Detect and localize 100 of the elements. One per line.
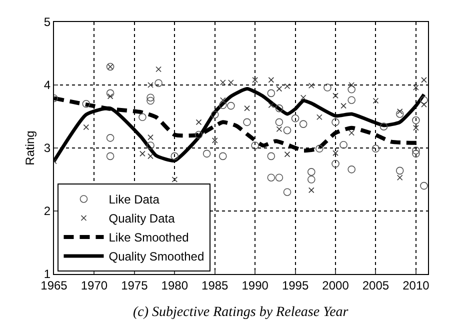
point [268, 77, 274, 83]
x-tick-label: 1985 [202, 278, 229, 292]
point [146, 142, 154, 150]
point [396, 174, 403, 181]
point [107, 93, 114, 100]
point [82, 100, 90, 108]
point [332, 160, 340, 168]
point [268, 102, 274, 108]
point [212, 138, 218, 144]
legend-label: Quality Data [108, 212, 176, 226]
y-tick-label: 3 [44, 141, 51, 156]
point [83, 124, 90, 130]
point [413, 124, 419, 131]
point [156, 66, 162, 72]
point [194, 130, 203, 139]
point [138, 113, 146, 122]
x-tick-label: 1990 [242, 278, 269, 292]
point [420, 182, 428, 190]
point [220, 97, 226, 104]
point [372, 144, 380, 153]
point [348, 86, 356, 94]
point [348, 82, 354, 88]
point [154, 79, 162, 88]
point [140, 150, 146, 157]
point [380, 122, 388, 130]
legend-label: Like Data [108, 192, 160, 207]
point [243, 118, 251, 126]
point [172, 176, 178, 182]
legend-label: Like Smoothed [108, 230, 189, 245]
point [106, 152, 114, 160]
point [316, 114, 322, 120]
point [251, 142, 259, 150]
point [267, 174, 276, 182]
point [283, 126, 292, 134]
point [148, 153, 154, 160]
point [219, 101, 227, 110]
text: (c) Subjective Ratings by Release Year [133, 305, 349, 320]
point [148, 82, 154, 88]
point [372, 98, 379, 104]
point [396, 108, 403, 114]
point [340, 140, 348, 149]
x-tick-label: 1995 [282, 278, 309, 292]
y-tick-label: 5 [44, 15, 51, 30]
point [291, 114, 300, 122]
point [396, 110, 404, 118]
point [170, 152, 179, 160]
point [299, 120, 308, 128]
y-tick-label: 4 [44, 78, 51, 92]
point [284, 151, 290, 158]
point [106, 89, 114, 98]
point [275, 174, 284, 182]
point [284, 83, 290, 90]
point [220, 80, 226, 86]
point [275, 118, 284, 126]
point [420, 96, 428, 104]
point [332, 150, 338, 156]
point [219, 152, 227, 160]
point [252, 77, 258, 83]
x-tick-label: 2005 [362, 278, 390, 292]
point [332, 118, 340, 126]
point [148, 134, 154, 140]
point [307, 168, 316, 176]
point [421, 77, 427, 83]
x-tick-label: 1975 [121, 278, 148, 292]
point [244, 105, 250, 112]
point [308, 187, 314, 194]
point [210, 110, 219, 119]
point [421, 102, 427, 108]
point [106, 134, 114, 142]
point [307, 176, 316, 184]
point [412, 146, 420, 154]
x-tick-label: 1970 [80, 278, 108, 292]
point [227, 102, 235, 110]
point [412, 150, 420, 158]
point [202, 150, 211, 158]
point [146, 96, 154, 105]
point [348, 166, 356, 174]
y-tick-label: 2 [44, 204, 51, 218]
point [276, 126, 282, 132]
point [396, 166, 404, 175]
point [267, 152, 276, 160]
point [316, 144, 324, 153]
y-axis-title: Rating [23, 130, 38, 166]
legend-label: Quality Smoothed [108, 250, 204, 264]
point [348, 130, 354, 136]
point [283, 188, 292, 196]
point [146, 94, 154, 102]
point [228, 80, 234, 86]
point [308, 82, 314, 89]
x-tick-label: 2000 [322, 278, 350, 292]
point [276, 86, 282, 92]
point [300, 94, 306, 100]
point [413, 84, 419, 90]
point [196, 119, 202, 126]
point [275, 104, 284, 112]
point [267, 89, 276, 98]
point [412, 116, 420, 124]
point [332, 92, 338, 99]
x-tick-label: 1980 [161, 278, 188, 292]
point [348, 96, 356, 104]
